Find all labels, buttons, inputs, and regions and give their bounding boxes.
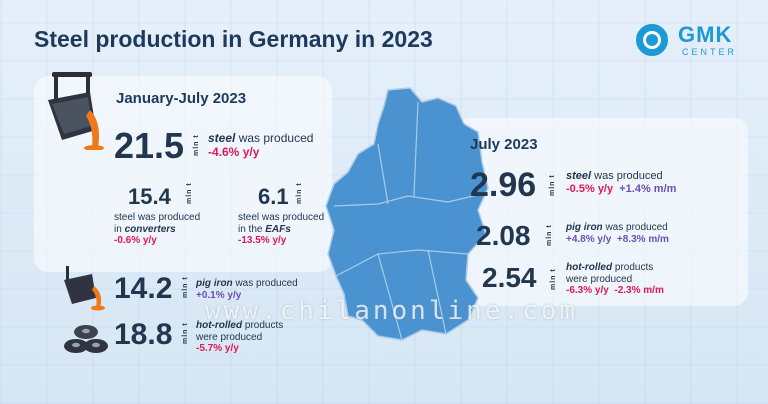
right-section-heading: July 2023 (470, 136, 538, 153)
hot-rolled-ytd-value: 18.8 (114, 318, 173, 351)
converters-line1: steel was produced (114, 212, 201, 223)
eafs-line2-pre: in the (238, 223, 263, 235)
july-pig-iron-label: pig iron (566, 222, 603, 233)
germany-map (325, 87, 489, 341)
pig-iron-ytd-change-unit: y/y (227, 289, 242, 301)
july-hot-rolled-value: 2.54 (482, 262, 537, 293)
july-steel-value: 2.96 (470, 166, 537, 204)
converters-desc: steel was produced in converters -0.6% y… (114, 212, 200, 247)
steel-coils-icon (64, 325, 108, 353)
july-hot-rolled-unit: mln t (550, 268, 557, 290)
right-panel (456, 118, 748, 306)
july-hot-rolled-text: products (614, 262, 654, 273)
converters-line2-pre: in (114, 223, 122, 235)
pig-iron-ytd-unit: mln t (182, 276, 189, 298)
logo-sub: CENTER (682, 47, 738, 57)
july-pig-iron-unit: mln t (546, 224, 553, 246)
hot-rolled-ytd-change: -5.7% (196, 343, 223, 354)
july-pig-iron-yy-unit: y/y (597, 233, 612, 245)
july-steel-unit: mln t (549, 174, 556, 196)
ytd-steel-change: -4.6% (208, 144, 240, 159)
pig-iron-ytd-desc: pig iron was produced +0.1% y/y (196, 278, 298, 301)
july-pig-iron-yy: +4.8% (566, 233, 595, 245)
july-pig-iron-desc: pig iron was produced +4.8% y/y +8.3% m/… (566, 222, 669, 245)
july-steel-yy-unit: y/y (597, 182, 614, 195)
hot-rolled-ytd-change-unit: y/y (224, 343, 239, 354)
july-hot-rolled-desc: hot-rolled products were produced -6.3% … (566, 262, 664, 297)
pig-iron-ytd-label: pig iron (196, 278, 233, 289)
converters-change: -0.6% (114, 235, 141, 246)
eafs-unit: mln t (296, 182, 303, 204)
eafs-value: 6.1 (258, 184, 289, 209)
july-steel-label: steel (566, 170, 592, 182)
hot-rolled-ytd-line2: were produced (196, 331, 263, 343)
eafs-change: -13.5% (238, 235, 270, 246)
ytd-steel-change-unit: y/y (242, 144, 260, 159)
hot-rolled-ytd-desc: hot-rolled products were produced -5.7% … (196, 320, 283, 355)
converters-value: 15.4 (128, 184, 171, 209)
eafs-line2-em: EAFs (265, 223, 291, 235)
july-steel-mm: +1.4% (619, 182, 651, 195)
ytd-steel-value: 21.5 (114, 125, 185, 166)
ytd-steel-unit: mln t (193, 134, 200, 156)
july-hot-rolled-yy-unit: y/y (594, 285, 609, 296)
july-steel-text: was produced (594, 170, 663, 182)
pig-iron-ytd-value: 14.2 (114, 272, 173, 305)
logo-ring-icon (636, 24, 668, 56)
july-hot-rolled-line2: were produced (566, 273, 633, 285)
ytd-steel-desc: steel was produced -4.6% y/y (208, 131, 314, 160)
page-title: Steel production in Germany in 2023 (34, 26, 433, 52)
hot-rolled-ytd-unit: mln t (182, 322, 189, 344)
left-section-heading: January-July 2023 (116, 90, 247, 107)
pig-iron-ytd-change: +0.1% (196, 289, 225, 301)
july-pig-iron-mm: +8.3% (616, 233, 646, 245)
watermark: www.chilanonline.com (205, 296, 579, 326)
pig-iron-ytd-text: was produced (235, 278, 298, 289)
converters-unit: mln t (186, 182, 193, 204)
hot-rolled-ytd-label: hot-rolled (196, 320, 243, 331)
hot-rolled-ytd-text: products (244, 320, 284, 331)
ladle-pour-icon (48, 72, 104, 150)
gmk-logo: GMK CENTER (636, 22, 748, 60)
july-steel-yy: -0.5% (566, 182, 595, 195)
july-pig-iron-text: was produced (605, 222, 668, 233)
ytd-steel-label: steel (208, 131, 236, 145)
eafs-desc: steel was produced in the EAFs -13.5% y/… (238, 212, 324, 247)
eafs-line1: steel was produced (238, 212, 325, 223)
july-steel-mm-unit: m/m (653, 182, 677, 195)
july-steel-desc: steel was produced -0.5% y/y +1.4% m/m (566, 170, 676, 195)
july-hot-rolled-label: hot-rolled (566, 262, 613, 273)
july-hot-rolled-yy: -6.3% (566, 285, 593, 296)
july-pig-iron-value: 2.08 (476, 220, 531, 251)
ytd-steel-text: was produced (238, 131, 314, 145)
july-hot-rolled-mm-unit: m/m (643, 285, 664, 296)
july-pig-iron-mm-unit: m/m (648, 233, 669, 245)
eafs-change-unit: y/y (272, 235, 287, 246)
ladle-icon (64, 266, 105, 311)
logo-name: GMK (678, 22, 733, 47)
converters-change-unit: y/y (142, 235, 157, 246)
converters-line2-em: converters (124, 223, 176, 235)
july-hot-rolled-mm: -2.3% (614, 285, 641, 296)
